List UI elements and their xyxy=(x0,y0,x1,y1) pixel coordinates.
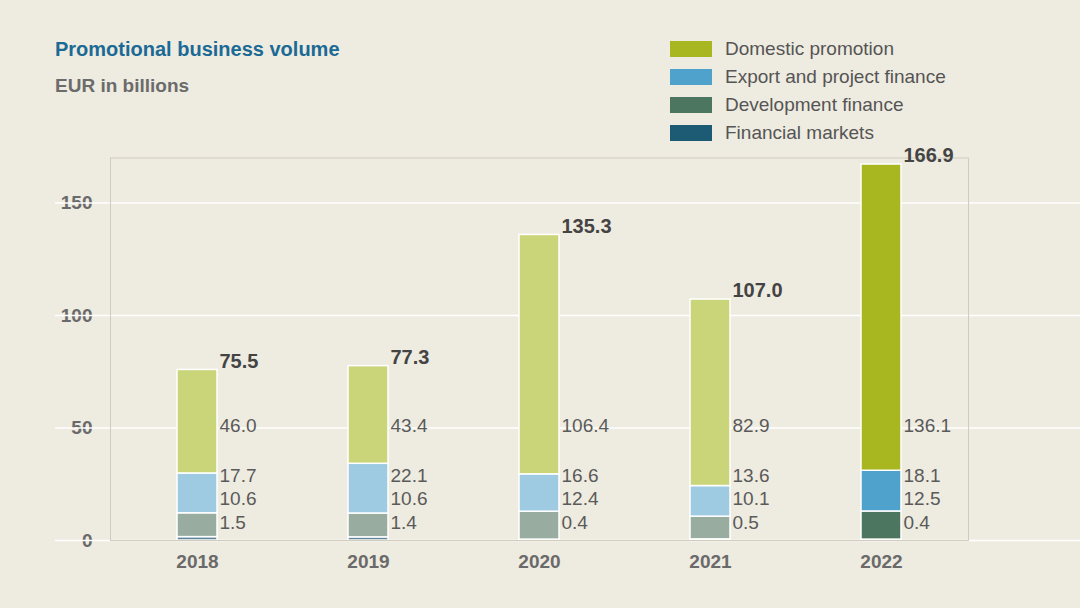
svg-text:106.4: 106.4 xyxy=(562,415,610,436)
svg-text:2019: 2019 xyxy=(347,551,389,572)
svg-text:10.1: 10.1 xyxy=(733,488,770,509)
svg-text:1.5: 1.5 xyxy=(220,512,246,533)
svg-text:43.4: 43.4 xyxy=(391,415,428,436)
svg-text:1.4: 1.4 xyxy=(391,512,418,533)
svg-text:100: 100 xyxy=(60,304,93,326)
svg-text:10.6: 10.6 xyxy=(391,488,428,509)
svg-text:17.7: 17.7 xyxy=(220,465,257,486)
html-text:EUR in billions: EUR in billions xyxy=(55,75,190,96)
svg-text:12.5: 12.5 xyxy=(904,488,941,509)
svg-text:2022: 2022 xyxy=(860,551,902,572)
html-text:Export and project finance: Export and project finance xyxy=(725,66,946,87)
svg-text:13.6: 13.6 xyxy=(733,465,770,486)
svg-text:10.6: 10.6 xyxy=(220,488,257,509)
svg-text:136.1: 136.1 xyxy=(904,415,952,436)
svg-text:82.9: 82.9 xyxy=(733,415,770,436)
svg-text:77.3: 77.3 xyxy=(391,346,430,368)
svg-text:18.1: 18.1 xyxy=(904,465,941,486)
svg-text:2020: 2020 xyxy=(518,551,560,572)
html-text:Domestic promotion: Domestic promotion xyxy=(725,38,894,59)
svg-text:0: 0 xyxy=(81,529,93,551)
svg-text:46.0: 46.0 xyxy=(220,415,257,436)
svg-text:16.6: 16.6 xyxy=(562,465,599,486)
svg-text:50: 50 xyxy=(71,417,93,439)
svg-text:2018: 2018 xyxy=(176,551,218,572)
html-text:Financial markets: Financial markets xyxy=(725,122,874,143)
svg-text:12.4: 12.4 xyxy=(562,488,599,509)
html-text:Promotional business volume: Promotional business volume xyxy=(55,38,340,60)
svg-text:2021: 2021 xyxy=(689,551,732,572)
svg-text:166.9: 166.9 xyxy=(904,144,954,166)
svg-text:135.3: 135.3 xyxy=(562,215,612,237)
svg-text:107.0: 107.0 xyxy=(733,279,783,301)
svg-text:0.5: 0.5 xyxy=(733,512,759,533)
html-text:Development finance: Development finance xyxy=(725,94,904,115)
svg-text:0.4: 0.4 xyxy=(562,512,589,533)
svg-text:150: 150 xyxy=(60,192,93,214)
svg-text:75.5: 75.5 xyxy=(220,350,259,372)
svg-text:0.4: 0.4 xyxy=(904,512,931,533)
svg-text:22.1: 22.1 xyxy=(391,465,428,486)
